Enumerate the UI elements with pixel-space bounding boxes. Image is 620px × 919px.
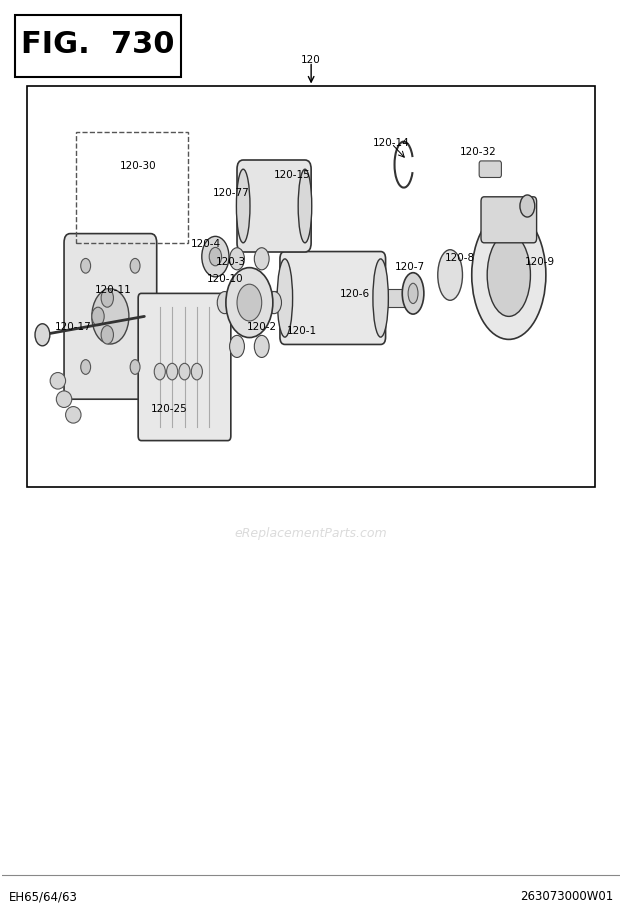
Text: 120-7: 120-7 xyxy=(395,262,425,271)
Text: 120-10: 120-10 xyxy=(206,274,243,283)
Text: EH65/64/63: EH65/64/63 xyxy=(9,890,78,902)
Text: 120-77: 120-77 xyxy=(213,188,249,198)
Circle shape xyxy=(192,364,202,380)
Circle shape xyxy=(167,364,178,380)
FancyBboxPatch shape xyxy=(27,87,595,487)
Ellipse shape xyxy=(56,391,72,408)
Text: 120: 120 xyxy=(301,55,321,64)
Circle shape xyxy=(101,289,113,308)
Circle shape xyxy=(254,248,269,270)
Circle shape xyxy=(229,248,244,270)
Text: 120-4: 120-4 xyxy=(191,239,221,248)
Ellipse shape xyxy=(487,234,531,317)
Ellipse shape xyxy=(408,284,418,304)
Circle shape xyxy=(179,364,190,380)
Circle shape xyxy=(202,237,229,278)
Text: 120-17: 120-17 xyxy=(55,322,92,331)
Text: 120-9: 120-9 xyxy=(525,257,555,267)
FancyBboxPatch shape xyxy=(237,161,311,253)
Circle shape xyxy=(209,248,221,267)
Ellipse shape xyxy=(66,407,81,424)
Circle shape xyxy=(237,285,262,322)
Text: 120-2: 120-2 xyxy=(247,322,277,331)
Ellipse shape xyxy=(373,259,388,338)
FancyBboxPatch shape xyxy=(257,291,285,306)
Circle shape xyxy=(267,292,281,314)
Text: eReplacementParts.com: eReplacementParts.com xyxy=(235,527,388,539)
Circle shape xyxy=(81,360,91,375)
FancyBboxPatch shape xyxy=(479,162,502,178)
FancyBboxPatch shape xyxy=(138,294,231,441)
Circle shape xyxy=(130,360,140,375)
Text: 263073000W01: 263073000W01 xyxy=(521,890,614,902)
Circle shape xyxy=(101,326,113,345)
Text: 120-1: 120-1 xyxy=(287,326,317,335)
Text: 120-14: 120-14 xyxy=(373,138,410,147)
Text: 120-32: 120-32 xyxy=(459,147,496,156)
FancyBboxPatch shape xyxy=(481,198,536,244)
Circle shape xyxy=(130,259,140,274)
Circle shape xyxy=(154,364,166,380)
Ellipse shape xyxy=(438,251,463,301)
Text: 120-8: 120-8 xyxy=(445,253,474,262)
FancyBboxPatch shape xyxy=(280,252,386,345)
Circle shape xyxy=(35,324,50,346)
FancyBboxPatch shape xyxy=(64,234,157,400)
Circle shape xyxy=(254,336,269,358)
Ellipse shape xyxy=(50,373,66,390)
Ellipse shape xyxy=(402,273,424,314)
Circle shape xyxy=(520,196,535,218)
Ellipse shape xyxy=(277,259,293,338)
FancyBboxPatch shape xyxy=(15,16,182,78)
Circle shape xyxy=(226,268,273,338)
Circle shape xyxy=(81,259,91,274)
Circle shape xyxy=(92,308,104,326)
Ellipse shape xyxy=(298,170,312,244)
Text: FIG.  730: FIG. 730 xyxy=(21,29,175,59)
Circle shape xyxy=(229,336,244,358)
Ellipse shape xyxy=(236,170,250,244)
Ellipse shape xyxy=(472,211,546,340)
Text: 120-30: 120-30 xyxy=(120,161,156,170)
Text: 120-25: 120-25 xyxy=(151,404,187,414)
Circle shape xyxy=(217,292,232,314)
Circle shape xyxy=(92,289,129,345)
Text: 120-11: 120-11 xyxy=(95,285,132,294)
Text: 120-15: 120-15 xyxy=(274,170,311,179)
FancyBboxPatch shape xyxy=(378,289,418,308)
Text: 120-3: 120-3 xyxy=(216,257,246,267)
Text: 120-6: 120-6 xyxy=(339,289,370,299)
